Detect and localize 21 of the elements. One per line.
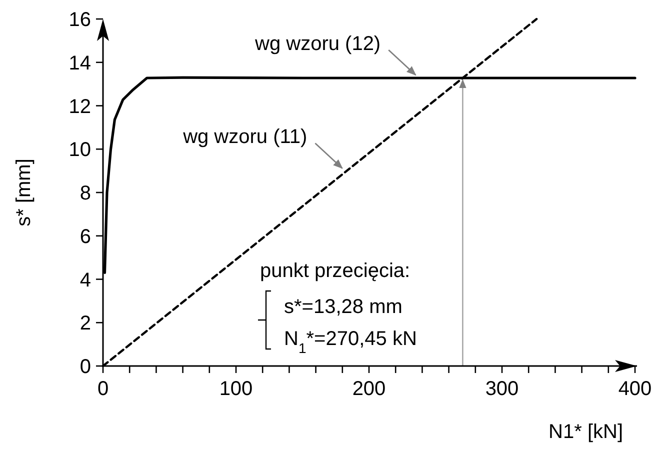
- annotation: wg wzoru (12): [254, 32, 381, 55]
- x-tick-label: 0: [97, 378, 109, 400]
- y-tick-label: 6: [80, 226, 91, 248]
- y-tick-label: 2: [80, 312, 91, 335]
- annotation: N$_{1}$*=270,45 kN: [284, 328, 417, 356]
- annotation: punkt przecięcia:: [260, 260, 410, 282]
- y-tick-label: 12: [68, 96, 91, 118]
- y-tick-label: 8: [80, 182, 91, 204]
- y-tick-label: 10: [68, 139, 91, 162]
- y-axis-title: s* [mm]: [13, 158, 35, 226]
- y-tick-label: 16: [68, 9, 91, 31]
- annotation: wg wzoru (11): [182, 126, 308, 148]
- y-tick-label: 0: [80, 356, 91, 378]
- x-tick-label: 200: [352, 378, 386, 400]
- x-tick-label: 300: [485, 378, 519, 400]
- y-tick-label: 14: [68, 52, 91, 74]
- x-tick-label: 400: [618, 378, 652, 400]
- y-tick-label: 4: [80, 269, 91, 292]
- annotation: s*=13,28 mm: [284, 296, 402, 318]
- x-tick-label: 100: [219, 378, 253, 400]
- x-axis-title: N1* [kN]: [548, 421, 623, 443]
